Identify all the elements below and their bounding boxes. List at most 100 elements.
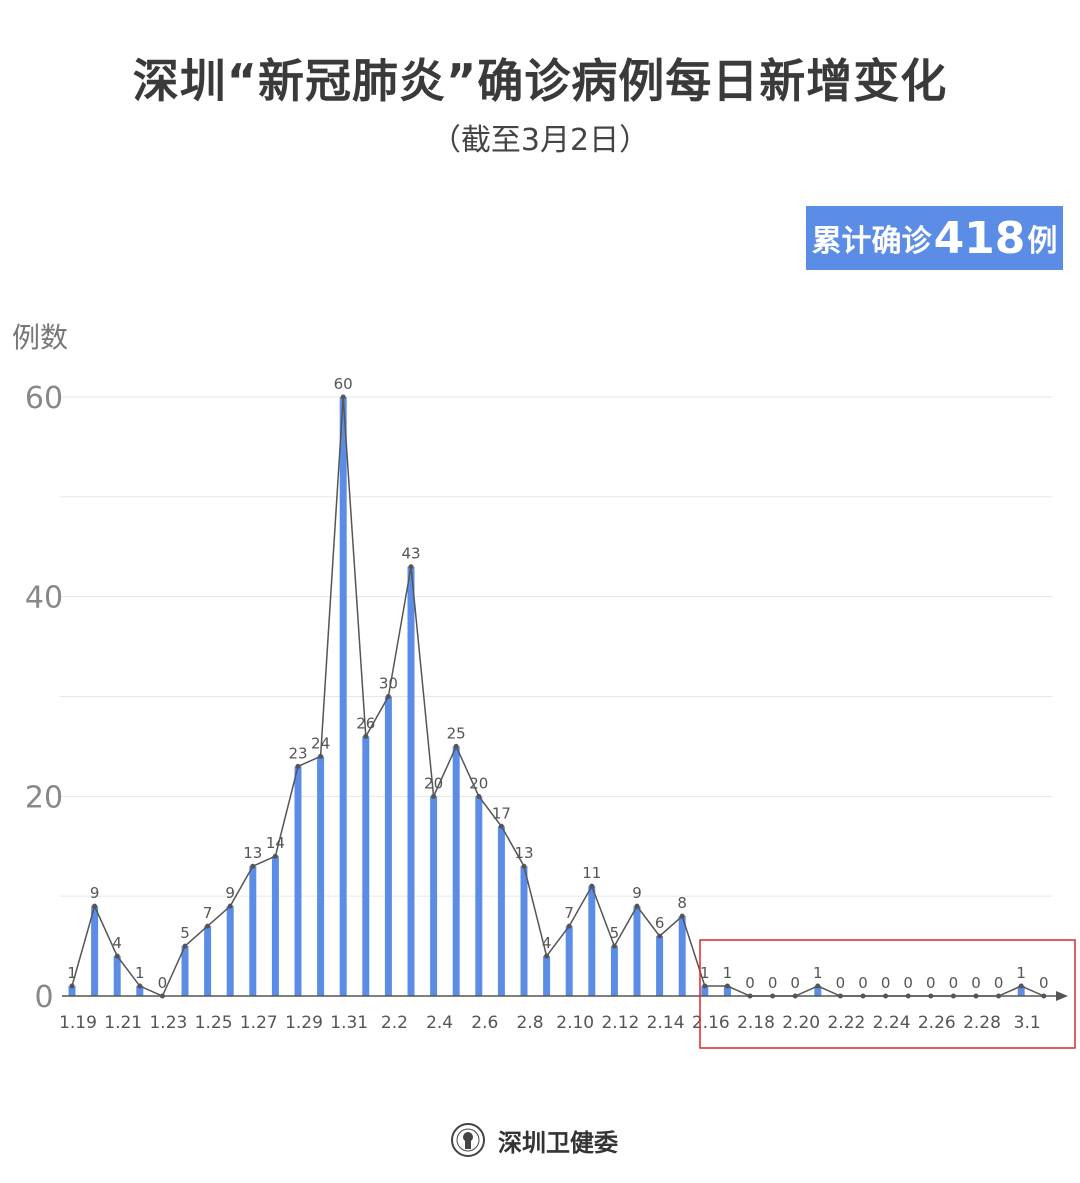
data-point (250, 863, 256, 869)
data-point (205, 923, 211, 929)
x-axis-arrow-icon (1056, 991, 1068, 1001)
x-tick-label: 1.25 (195, 1013, 233, 1033)
x-tick-label: 2.22 (827, 1013, 865, 1033)
y-tick-label: 0 (34, 980, 53, 1015)
data-point (295, 763, 301, 769)
data-point (431, 793, 437, 799)
data-label: 9 (632, 884, 642, 902)
chart-title: 深圳“新冠肺炎”确诊病例每日新增变化 (132, 54, 948, 108)
x-tick-label: 2.26 (918, 1013, 956, 1033)
data-point (883, 993, 889, 999)
data-point (498, 823, 504, 829)
data-label: 0 (994, 974, 1004, 992)
health-commission-logo-icon (451, 1123, 485, 1157)
y-tick-label: 20 (25, 780, 63, 815)
data-label: 0 (1039, 974, 1049, 992)
trend-line (71, 396, 1045, 997)
data-label: 9 (225, 884, 235, 902)
bar (226, 906, 234, 996)
data-label: 0 (836, 974, 846, 992)
data-label: 9 (90, 884, 100, 902)
data-point (1041, 993, 1047, 999)
data-point (137, 983, 143, 989)
data-point (792, 993, 798, 999)
data-label: 13 (514, 844, 533, 862)
data-point (634, 903, 640, 909)
bar (113, 956, 121, 996)
badge-suffix: 例 (1027, 224, 1058, 259)
bar (249, 866, 257, 996)
bar (701, 986, 709, 996)
bar (91, 906, 99, 996)
data-label: 0 (158, 974, 168, 992)
data-label: 1 (67, 964, 77, 982)
bar (723, 986, 731, 996)
data-label: 20 (469, 774, 488, 792)
data-point (679, 913, 685, 919)
data-point (770, 993, 776, 999)
data-point (69, 983, 75, 989)
bar (475, 796, 483, 996)
data-label: 1 (813, 964, 823, 982)
data-label: 7 (564, 904, 574, 922)
bar (633, 906, 641, 996)
bar (814, 986, 822, 996)
bar (204, 926, 212, 996)
data-point (702, 983, 708, 989)
data-point (566, 923, 572, 929)
data-point (928, 993, 934, 999)
data-point (272, 853, 278, 859)
highlight-box (699, 939, 1076, 1049)
data-label: 17 (492, 804, 511, 822)
x-tick-label: 3.1 (1014, 1013, 1041, 1033)
data-label: 25 (447, 724, 466, 742)
footer-org: 深圳卫健委 (498, 1128, 618, 1157)
footer: 深圳卫健委 (450, 1122, 618, 1158)
data-label: 0 (903, 974, 913, 992)
bar (317, 756, 325, 996)
y-tick-label: 60 (25, 381, 63, 416)
x-tick-label: 1.21 (104, 1013, 142, 1033)
bar (362, 736, 370, 996)
data-label: 23 (288, 744, 307, 762)
bar (384, 696, 392, 996)
data-point (227, 903, 233, 909)
bar (181, 946, 189, 996)
bar (294, 766, 302, 996)
x-tick-label: 1.27 (240, 1013, 278, 1033)
data-label: 0 (790, 974, 800, 992)
bar (407, 566, 415, 996)
x-tick-label: 2.4 (426, 1013, 453, 1033)
data-label: 0 (949, 974, 959, 992)
x-tick-label: 2.6 (471, 1013, 498, 1033)
data-point (385, 694, 391, 699)
bar (452, 746, 460, 996)
data-point (114, 953, 120, 959)
data-label: 8 (677, 894, 687, 912)
bar (543, 956, 551, 996)
x-tick-label: 2.14 (647, 1013, 685, 1033)
data-point (318, 753, 324, 759)
data-label: 13 (243, 844, 262, 862)
x-tick-label: 2.2 (381, 1013, 408, 1033)
data-point (363, 733, 369, 739)
bar (339, 397, 347, 996)
data-label: 26 (356, 714, 375, 732)
x-tick-label: 2.28 (963, 1013, 1001, 1033)
x-tick-label: 1.29 (285, 1013, 323, 1033)
data-label: 5 (610, 924, 620, 942)
data-point (476, 793, 482, 799)
data-point (611, 943, 617, 949)
bar (588, 886, 596, 996)
bar (271, 856, 279, 996)
data-label: 0 (926, 974, 936, 992)
data-label: 60 (334, 375, 353, 393)
data-point (182, 943, 188, 949)
data-label: 5 (180, 924, 190, 942)
data-point (92, 903, 98, 909)
x-tick-label: 2.8 (516, 1013, 543, 1033)
data-point (453, 743, 459, 749)
data-label: 1 (723, 964, 733, 982)
data-label: 6 (655, 914, 665, 932)
x-tick-label: 2.16 (692, 1013, 730, 1033)
